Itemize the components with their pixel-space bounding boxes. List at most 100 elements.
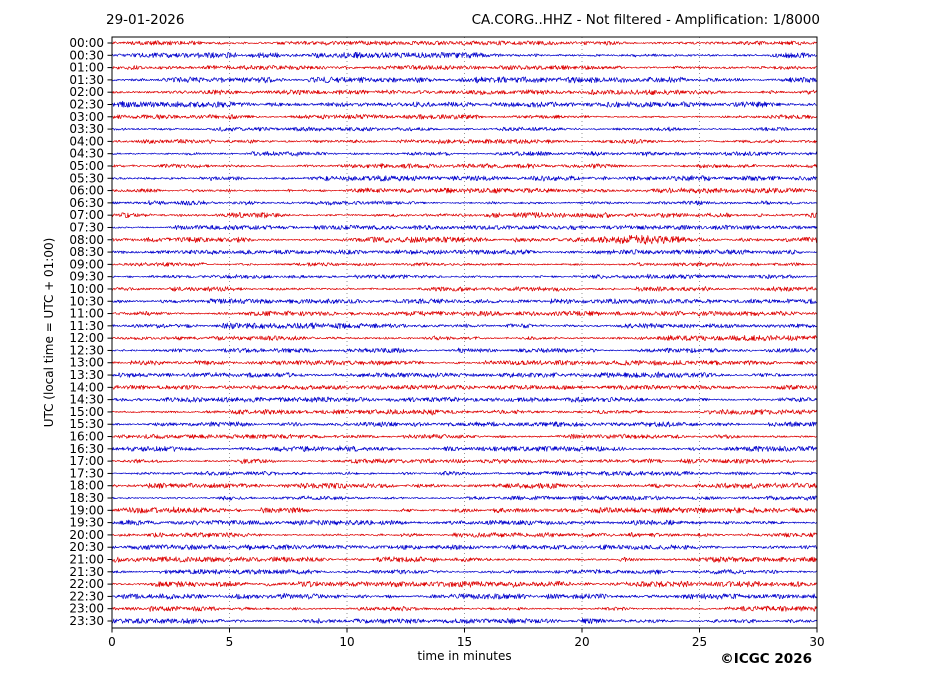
y-tick-label: 09:00 xyxy=(69,257,104,271)
y-tick-label: 14:00 xyxy=(69,380,104,394)
trace-row xyxy=(111,409,818,416)
y-tick-label: 15:30 xyxy=(69,417,104,431)
y-tick-label: 19:30 xyxy=(69,516,104,530)
trace-row xyxy=(111,569,818,575)
y-tick-label: 08:30 xyxy=(69,245,104,259)
y-tick-label: 23:00 xyxy=(69,602,104,616)
y-tick-label: 07:00 xyxy=(69,208,104,222)
y-tick-label: 17:30 xyxy=(69,466,104,480)
date-title: 29-01-2026 xyxy=(106,12,184,28)
trace-row xyxy=(111,76,818,84)
trace-row xyxy=(111,458,818,464)
trace-row xyxy=(111,532,818,538)
x-tick-label: 25 xyxy=(692,635,707,649)
y-tick-label: 14:30 xyxy=(69,393,104,407)
y-tick-label: 06:30 xyxy=(69,196,104,210)
trace-row xyxy=(111,445,818,452)
y-tick-label: 16:30 xyxy=(69,442,104,456)
trace-row xyxy=(111,51,818,59)
y-tick-label: 22:30 xyxy=(69,589,104,603)
trace-row xyxy=(111,126,818,132)
y-tick-label: 10:30 xyxy=(69,294,104,308)
y-tick-label: 20:30 xyxy=(69,540,104,554)
y-tick-label: 15:00 xyxy=(69,405,104,419)
y-tick-label: 01:00 xyxy=(69,61,104,75)
trace-row xyxy=(111,495,818,501)
trace-row xyxy=(111,421,818,428)
y-tick-label: 03:30 xyxy=(69,122,104,136)
y-tick-label: 08:00 xyxy=(69,233,104,247)
y-tick-label: 18:00 xyxy=(69,479,104,493)
trace-row xyxy=(111,618,818,624)
trace-row xyxy=(111,396,818,403)
trace-row xyxy=(111,100,818,108)
trace-row xyxy=(111,298,818,305)
trace-row xyxy=(111,234,818,245)
x-tick-label: 10 xyxy=(339,635,354,649)
y-tick-label: 21:30 xyxy=(69,565,104,579)
trace-row xyxy=(111,347,818,354)
trace-row xyxy=(111,322,818,330)
trace-row xyxy=(111,224,818,231)
y-tick-label: 05:00 xyxy=(69,159,104,173)
trace-row xyxy=(111,249,818,255)
y-tick-label: 01:30 xyxy=(69,73,104,87)
y-tick-label: 12:30 xyxy=(69,343,104,357)
trace-row xyxy=(111,286,818,292)
trace-row xyxy=(111,470,818,477)
y-tick-label: 17:00 xyxy=(69,454,104,468)
y-tick-label: 11:00 xyxy=(69,307,104,321)
trace-row xyxy=(111,310,818,317)
y-tick-label: 07:30 xyxy=(69,220,104,234)
y-tick-label: 04:00 xyxy=(69,134,104,148)
trace-row xyxy=(111,433,818,440)
trace-row xyxy=(111,187,818,194)
trace-row xyxy=(111,335,817,342)
trace-row xyxy=(111,519,818,526)
y-tick-label: 02:30 xyxy=(69,97,104,111)
trace-row xyxy=(111,89,818,96)
trace-row xyxy=(111,605,818,612)
y-tick-label: 11:30 xyxy=(69,319,104,333)
plot-area: 00:0000:3001:0001:3002:0002:3003:0003:30… xyxy=(69,36,824,649)
trace-row xyxy=(111,482,818,489)
y-tick-label: 09:30 xyxy=(69,270,104,284)
x-tick-label: 0 xyxy=(108,635,116,649)
station-title: CA.CORG..HHZ - Not filtered - Amplificat… xyxy=(472,12,820,28)
x-tick-label: 5 xyxy=(226,635,234,649)
x-axis-label: time in minutes xyxy=(417,649,511,663)
y-tick-label: 03:00 xyxy=(69,110,104,124)
trace-row xyxy=(111,40,818,46)
trace-row xyxy=(111,138,818,145)
x-tick-label: 30 xyxy=(809,635,824,649)
y-tick-label: 02:00 xyxy=(69,85,104,99)
trace-row xyxy=(111,371,818,378)
trace-row xyxy=(111,151,818,157)
y-tick-label: 00:30 xyxy=(69,48,104,62)
y-tick-label: 18:30 xyxy=(69,491,104,505)
trace-row xyxy=(111,262,818,267)
x-tick-label: 20 xyxy=(574,635,589,649)
trace-row xyxy=(111,200,818,206)
y-tick-label: 16:00 xyxy=(69,430,104,444)
trace-row xyxy=(111,114,818,120)
trace-row xyxy=(111,544,818,551)
trace-row xyxy=(111,175,818,182)
y-tick-label: 22:00 xyxy=(69,577,104,591)
trace-row xyxy=(111,556,818,563)
trace-row xyxy=(111,273,818,280)
y-tick-label: 05:30 xyxy=(69,171,104,185)
y-tick-label: 13:00 xyxy=(69,356,104,370)
trace-row xyxy=(111,163,818,169)
y-tick-label: 23:30 xyxy=(69,614,104,628)
y-tick-label: 06:00 xyxy=(69,184,104,198)
y-tick-label: 04:30 xyxy=(69,147,104,161)
trace-row xyxy=(111,212,818,219)
trace-row xyxy=(111,384,818,391)
y-tick-label: 12:00 xyxy=(69,331,104,345)
y-tick-label: 21:00 xyxy=(69,553,104,567)
x-tick-label: 15 xyxy=(457,635,472,649)
trace-row xyxy=(111,64,818,71)
